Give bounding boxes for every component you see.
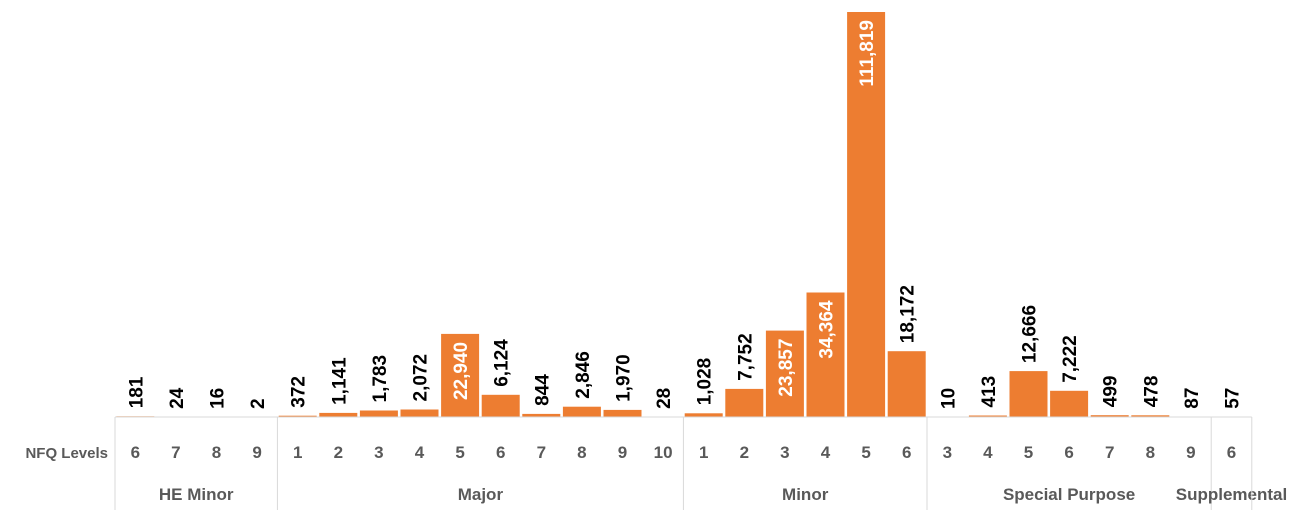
bar <box>359 410 398 417</box>
group-label: Minor <box>782 485 829 504</box>
data-label: 372 <box>289 376 310 408</box>
tick-label: 6 <box>1227 443 1236 462</box>
data-label: 23,857 <box>776 339 797 397</box>
tick-label: 7 <box>1105 443 1114 462</box>
bar <box>847 12 886 417</box>
tick-label: 6 <box>902 443 911 462</box>
tick-label: 2 <box>334 443 343 462</box>
bar <box>400 409 439 417</box>
data-label: 2 <box>248 398 269 409</box>
data-label: 22,940 <box>451 342 472 400</box>
tick-label: 8 <box>1146 443 1155 462</box>
data-label: 1,783 <box>370 355 391 403</box>
group-label: Supplemental <box>1176 485 1287 504</box>
data-label: 16 <box>208 388 229 409</box>
bar <box>278 415 317 417</box>
tick-label: 9 <box>1186 443 1195 462</box>
bar <box>1090 415 1129 417</box>
bar <box>562 406 601 417</box>
bar <box>765 330 804 417</box>
tick-label: 3 <box>780 443 789 462</box>
tick-label: 5 <box>861 443 870 462</box>
data-label: 1,970 <box>614 354 635 402</box>
data-label: 413 <box>979 376 1000 408</box>
tick-label: 3 <box>943 443 952 462</box>
data-label: 2,072 <box>411 354 432 402</box>
bar <box>725 388 764 417</box>
group-label: Special Purpose <box>1003 485 1135 504</box>
bar <box>441 333 480 417</box>
tick-label: 7 <box>537 443 546 462</box>
bar <box>684 413 723 417</box>
bar <box>319 412 358 417</box>
tick-label: 8 <box>212 443 221 462</box>
tick-label: 2 <box>740 443 749 462</box>
data-label: 844 <box>532 374 553 406</box>
tick-label: 5 <box>455 443 464 462</box>
data-labels-layer: 181 24 16 2 372 1,141 1,783 2,072 22,940 6,124 844… <box>126 20 1243 409</box>
data-label: 2,846 <box>573 351 594 399</box>
data-label: 34,364 <box>817 300 838 359</box>
tick-label: 1 <box>293 443 302 462</box>
data-label: 87 <box>1182 388 1203 409</box>
x-axis-label: NFQ Levels <box>25 445 108 462</box>
data-label: 57 <box>1223 388 1244 409</box>
data-label: 499 <box>1101 375 1122 407</box>
bar <box>968 415 1007 417</box>
data-label: 1,141 <box>329 357 350 405</box>
tick-label: 1 <box>699 443 708 462</box>
data-label: 24 <box>167 387 188 409</box>
bar <box>603 409 642 417</box>
tick-label: 6 <box>496 443 505 462</box>
tick-label: 4 <box>983 443 993 462</box>
tick-label: 7 <box>171 443 180 462</box>
group-label: HE Minor <box>159 485 234 504</box>
data-label: 1,028 <box>695 358 716 406</box>
data-label: 18,172 <box>898 285 919 343</box>
data-label: 181 <box>126 376 147 408</box>
tick-label: 4 <box>821 443 831 462</box>
data-label: 28 <box>654 388 675 409</box>
category-axis: 6 7 8 9 HE Minor 1 2 3 4 5 6 7 8 9 10 Major 1 2 3 4 5 6 Minor 3… <box>114 416 1287 510</box>
bars-layer <box>116 12 1251 418</box>
data-label: 7,752 <box>735 333 756 381</box>
tick-label: 6 <box>1064 443 1073 462</box>
tick-label: 9 <box>252 443 261 462</box>
group-label: Major <box>458 485 504 504</box>
tick-label: 5 <box>1024 443 1033 462</box>
tick-label: 4 <box>415 443 425 462</box>
data-label: 6,124 <box>492 339 513 387</box>
bar <box>806 292 845 417</box>
tick-label: 6 <box>131 443 140 462</box>
data-label: 12,666 <box>1020 305 1041 363</box>
data-label: 478 <box>1141 376 1162 408</box>
tick-label: 8 <box>577 443 586 462</box>
data-label: 10 <box>938 388 959 409</box>
tick-label: 10 <box>654 443 673 462</box>
data-label: 7,222 <box>1060 335 1081 383</box>
bar <box>1050 390 1089 417</box>
tick-label: 9 <box>618 443 627 462</box>
bar <box>1009 371 1048 417</box>
data-label: 111,819 <box>857 20 878 87</box>
bar <box>1131 415 1170 417</box>
bar <box>481 394 520 417</box>
tick-label: 3 <box>374 443 383 462</box>
bar <box>887 351 926 417</box>
bar <box>522 413 561 417</box>
